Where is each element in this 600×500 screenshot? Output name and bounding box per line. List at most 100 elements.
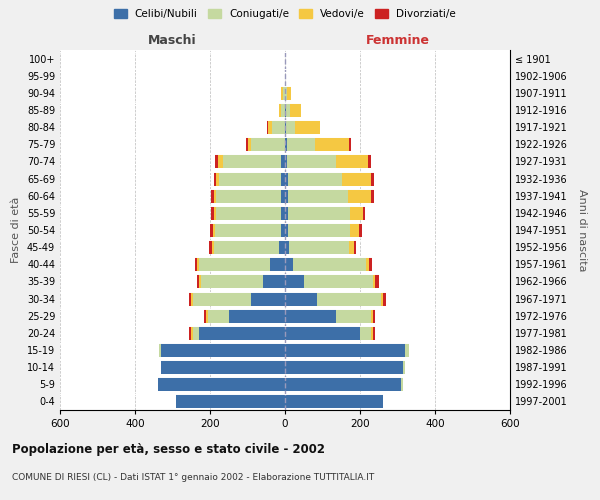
Bar — [373, 274, 375, 288]
Bar — [287, 138, 315, 151]
Bar — [295, 120, 320, 134]
Bar — [176, 394, 285, 408]
Bar — [157, 378, 285, 392]
Bar — [285, 360, 403, 374]
Bar — [285, 292, 317, 306]
Bar — [288, 188, 348, 202]
Bar — [281, 223, 285, 237]
Y-axis label: Anni di nascita: Anni di nascita — [577, 188, 587, 271]
Bar — [190, 292, 191, 306]
Bar — [161, 360, 285, 374]
Bar — [285, 258, 293, 272]
Bar — [280, 240, 285, 254]
Bar — [218, 154, 223, 168]
Bar — [215, 223, 281, 237]
Bar — [285, 188, 288, 202]
Bar — [248, 138, 251, 151]
Bar — [288, 172, 343, 185]
Bar — [365, 258, 370, 272]
Bar — [317, 292, 380, 306]
Bar — [214, 240, 280, 254]
Bar — [367, 154, 371, 168]
Bar — [215, 154, 218, 168]
Bar — [212, 240, 214, 254]
Bar — [210, 223, 213, 237]
Bar — [251, 138, 285, 151]
Bar — [350, 223, 359, 237]
Bar — [290, 103, 301, 117]
Bar — [229, 308, 285, 322]
Bar — [288, 223, 350, 237]
Bar — [383, 292, 386, 306]
Bar — [190, 326, 191, 340]
Bar — [263, 274, 285, 288]
Bar — [335, 154, 367, 168]
Bar — [280, 103, 281, 117]
Bar — [285, 206, 288, 220]
Bar — [371, 172, 374, 185]
Bar — [199, 258, 270, 272]
Bar — [215, 172, 220, 185]
Bar — [285, 274, 304, 288]
Bar — [199, 274, 200, 288]
Bar — [285, 394, 383, 408]
Bar — [193, 292, 251, 306]
Bar — [197, 274, 199, 288]
Bar — [371, 308, 373, 322]
Bar — [285, 343, 405, 357]
Bar — [286, 86, 287, 100]
Text: COMUNE DI RIESI (CL) - Dati ISTAT 1° gennaio 2002 - Elaborazione TUTTITALIA.IT: COMUNE DI RIESI (CL) - Dati ISTAT 1° gen… — [12, 472, 374, 482]
Bar — [285, 308, 335, 322]
Bar — [281, 103, 285, 117]
Bar — [343, 172, 371, 185]
Bar — [197, 258, 199, 272]
Bar — [285, 138, 287, 151]
Bar — [355, 240, 356, 254]
Bar — [360, 326, 371, 340]
Bar — [401, 378, 403, 392]
Bar — [285, 172, 288, 185]
Legend: Celibi/Nubili, Coniugati/e, Vedovi/e, Divorziati/e: Celibi/Nubili, Coniugati/e, Vedovi/e, Di… — [110, 5, 460, 24]
Bar — [370, 258, 373, 272]
Bar — [285, 326, 360, 340]
Text: Maschi: Maschi — [148, 34, 197, 46]
Bar — [268, 120, 272, 134]
Bar — [285, 223, 288, 237]
Bar — [286, 103, 290, 117]
Bar — [289, 240, 349, 254]
Bar — [215, 188, 281, 202]
Bar — [160, 343, 161, 357]
Bar — [375, 274, 379, 288]
Bar — [211, 188, 214, 202]
Bar — [359, 223, 362, 237]
Bar — [285, 103, 286, 117]
Text: Femmine: Femmine — [365, 34, 430, 46]
Bar — [371, 188, 373, 202]
Bar — [200, 274, 263, 288]
Bar — [214, 172, 215, 185]
Bar — [209, 240, 212, 254]
Bar — [304, 274, 373, 288]
Bar — [205, 308, 206, 322]
Bar — [206, 308, 208, 322]
Bar — [281, 188, 285, 202]
Y-axis label: Fasce di età: Fasce di età — [11, 197, 21, 263]
Bar — [195, 258, 197, 272]
Bar — [191, 292, 193, 306]
Bar — [214, 188, 215, 202]
Bar — [245, 138, 248, 151]
Bar — [161, 343, 285, 357]
Bar — [373, 308, 375, 322]
Bar — [215, 206, 281, 220]
Bar — [285, 378, 401, 392]
Bar — [350, 206, 363, 220]
Bar — [283, 86, 285, 100]
Bar — [293, 258, 365, 272]
Bar — [191, 326, 193, 340]
Bar — [373, 326, 375, 340]
Bar — [285, 240, 289, 254]
Bar — [335, 308, 371, 322]
Text: Popolazione per età, sesso e stato civile - 2002: Popolazione per età, sesso e stato civil… — [12, 442, 325, 456]
Bar — [285, 120, 286, 134]
Bar — [193, 326, 199, 340]
